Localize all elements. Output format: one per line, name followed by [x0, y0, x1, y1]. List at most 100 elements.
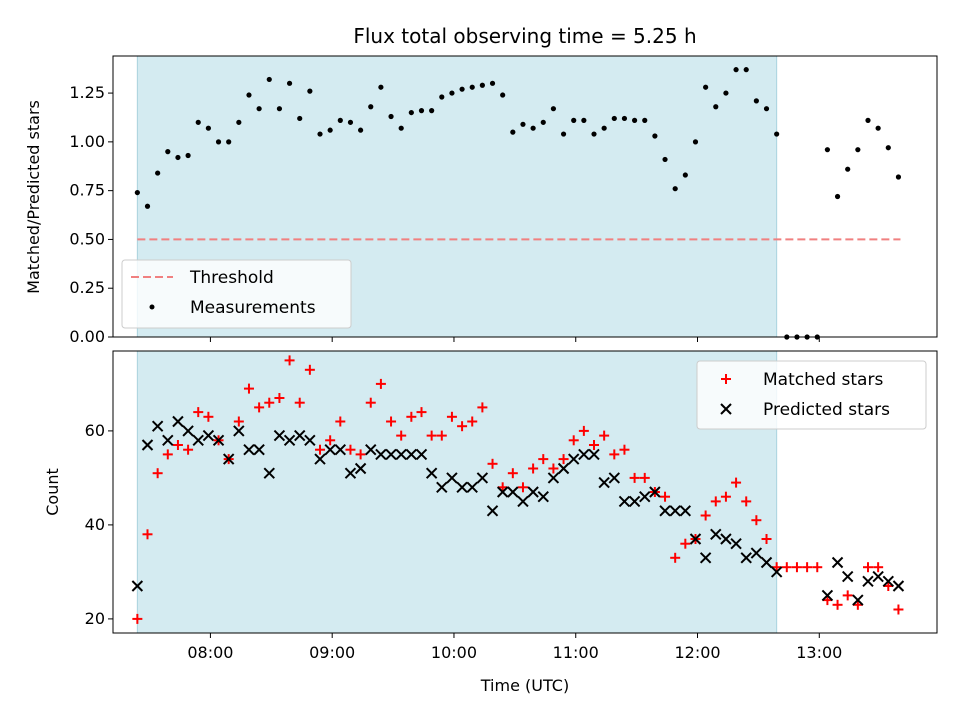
measurement-point — [337, 117, 343, 123]
measurement-point — [297, 115, 303, 122]
top-panel: 0.00 0.25 0.50 0.75 1.00 1.25 Flux total obse… — [24, 24, 938, 346]
matched-star-point — [142, 529, 153, 540]
measurement-point — [368, 104, 374, 110]
predicted-star-point — [669, 505, 681, 517]
predicted-star-point — [283, 434, 296, 447]
predicted-star-point — [131, 580, 144, 592]
predicted-star-point — [527, 486, 539, 498]
measurement-point — [845, 166, 851, 172]
measurement-point — [621, 115, 628, 122]
y-tick-label: 40 — [85, 515, 105, 534]
y-tick-label: 0.25 — [69, 278, 105, 297]
y-tick-label: 20 — [85, 609, 105, 628]
measurement-point — [479, 82, 485, 88]
matched-star-point — [335, 416, 346, 427]
predicted-star-point — [141, 439, 154, 451]
matched-star-point — [355, 449, 366, 460]
measurement-point — [256, 106, 262, 112]
predicted-star-point — [446, 472, 458, 484]
measurement-point — [469, 84, 475, 90]
matched-star-point — [629, 472, 640, 483]
matched-star-point — [710, 496, 721, 507]
matched-star-point — [487, 458, 498, 469]
y-tick-label: 1.00 — [69, 132, 105, 151]
matched-star-point — [183, 444, 194, 455]
measurement-point — [611, 115, 617, 122]
matched-star-point — [660, 491, 671, 502]
predicted-stars-points — [131, 415, 905, 606]
matched-legend-label: Matched stars — [763, 370, 883, 390]
matched-star-point — [274, 393, 285, 403]
predicted-star-point — [344, 467, 357, 479]
predicted-star-point — [750, 547, 763, 559]
matched-star-point — [639, 472, 650, 483]
predicted-star-point — [395, 448, 407, 461]
predicted-star-point — [699, 552, 712, 564]
matched-star-point — [517, 482, 528, 493]
predicted-star-point — [628, 495, 641, 508]
predicted-star-point — [740, 552, 752, 564]
predicted-star-point — [192, 434, 204, 447]
matched-star-point — [599, 430, 610, 441]
x-tick-label: 10:00 — [431, 643, 477, 662]
matched-star-point — [386, 416, 397, 427]
measurement-point — [286, 80, 293, 86]
measurement-point — [875, 125, 881, 131]
measurement-point — [246, 92, 252, 98]
matched-star-point — [365, 397, 376, 408]
predicted-star-point — [222, 453, 235, 465]
measurement-point — [753, 98, 759, 104]
matched-star-point — [152, 468, 163, 479]
measurement-point — [571, 117, 577, 123]
measurement-point — [723, 90, 729, 96]
measurement-point — [774, 131, 780, 137]
measurement-point — [266, 76, 272, 83]
predicted-star-point — [415, 448, 428, 461]
top-axes-frame — [112, 55, 938, 338]
matched-star-point — [812, 562, 823, 573]
predicted-star-point — [334, 443, 347, 456]
predicted-star-point — [557, 462, 570, 475]
measurement-point — [429, 108, 435, 114]
measurement-point — [510, 129, 516, 135]
measurement-point — [276, 106, 283, 112]
matched-star-point — [254, 402, 265, 413]
measurement-point — [388, 113, 394, 120]
measurement-point — [540, 119, 546, 125]
matched-star-point — [294, 397, 305, 408]
matched-star-point — [315, 444, 326, 455]
measurement-point — [713, 104, 719, 110]
predicted-star-point — [202, 429, 215, 442]
matched-star-point — [720, 491, 731, 502]
measurement-point — [418, 108, 425, 114]
y-tick-label: 0.00 — [69, 327, 105, 346]
top-x-ticks — [209, 337, 820, 342]
matched-star-point — [325, 435, 336, 446]
x-tick-label: 09:00 — [309, 643, 355, 662]
measurement-point — [834, 193, 841, 200]
predicted-star-point — [730, 537, 742, 550]
measurement-point — [398, 125, 404, 131]
matched-star-point — [426, 430, 437, 441]
measurement-point — [662, 156, 668, 163]
measurement-point — [195, 119, 201, 125]
matched-star-point — [416, 407, 427, 418]
predicted-star-point — [354, 462, 367, 475]
measurement-point — [530, 125, 536, 131]
predicted-star-point — [892, 580, 905, 592]
measurement-point — [763, 106, 770, 112]
measurement-point — [185, 152, 191, 159]
matched-star-point — [304, 364, 315, 375]
measurement-point — [601, 125, 607, 131]
measurement-point — [581, 117, 587, 123]
predicted-star-point — [537, 490, 549, 503]
matched-star-point — [589, 440, 600, 450]
matched-star-point — [193, 407, 204, 418]
matched-star-point — [457, 421, 468, 432]
matched-star-point — [396, 430, 407, 441]
x-tick-label: 08:00 — [187, 643, 233, 662]
predicted-star-point — [486, 505, 499, 517]
matched-legend-swatch — [721, 374, 731, 384]
predicted-star-point — [496, 486, 509, 498]
matched-star-point — [162, 449, 173, 460]
